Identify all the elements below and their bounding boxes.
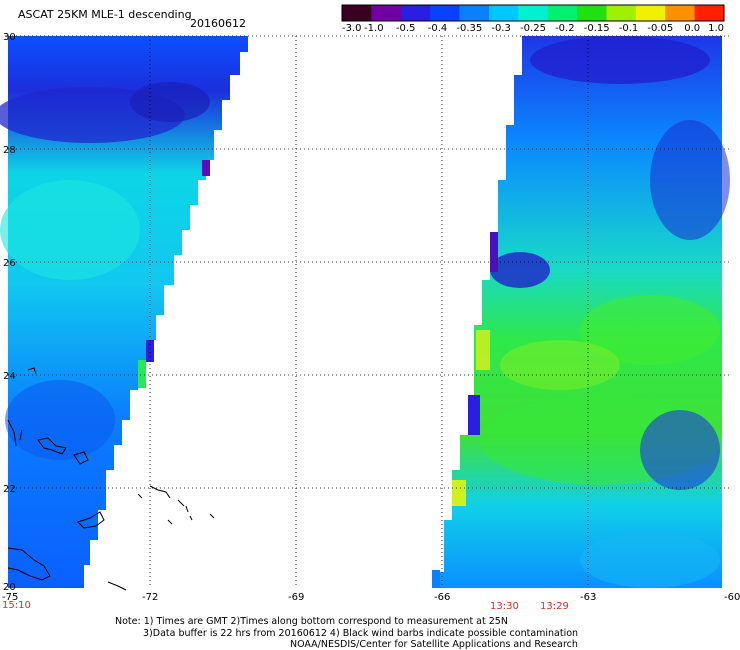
coastlines bbox=[7, 367, 215, 591]
colorbar-swatch bbox=[635, 5, 666, 21]
colorbar-label: -1.0 bbox=[364, 23, 384, 34]
note-line-3: NOAA/NESDIS/Center for Satellite Applica… bbox=[290, 639, 578, 650]
colorbar-label: -0.1 bbox=[619, 23, 639, 34]
swath-time-left: 15:10 bbox=[2, 600, 31, 611]
colorbar-label: -0.3 bbox=[491, 23, 511, 34]
right-swath bbox=[432, 36, 730, 588]
lon-tick-labels: -75 -72 -69 -66 -63 -60 bbox=[2, 592, 740, 603]
colorbar-label: -0.4 bbox=[428, 23, 448, 34]
lon-tick-label: -60 bbox=[724, 592, 740, 603]
lat-tick-label: 20 bbox=[3, 582, 16, 593]
colorbar-label: -0.2 bbox=[555, 23, 575, 34]
colorbar-label: -0.25 bbox=[520, 23, 546, 34]
lat-tick-label: 26 bbox=[3, 258, 16, 269]
swath-time-right-b: 13:29 bbox=[540, 601, 569, 612]
lon-tick-label: -75 bbox=[2, 592, 18, 603]
colorbar-swatch bbox=[400, 5, 431, 21]
colorbar-swatch bbox=[665, 5, 696, 21]
map-title: ASCAT 25KM MLE-1 descending bbox=[18, 8, 192, 21]
colorbar-label: -0.15 bbox=[584, 23, 610, 34]
colorbar: -3.0 -1.0 -0.5 -0.4 -0.35 -0.3 -0.25 -0.2 -0.15-… bbox=[341, 4, 725, 34]
colorbar-swatch bbox=[342, 5, 372, 21]
colorbar-frame bbox=[341, 4, 725, 22]
note-line-2: 3)Data buffer is 22 hrs from 20160612 4)… bbox=[143, 628, 579, 639]
lat-tick-label: 22 bbox=[3, 484, 16, 495]
lon-tick-label: -72 bbox=[142, 592, 158, 603]
lat-tick-label: 28 bbox=[3, 145, 16, 156]
colorbar-swatch bbox=[694, 5, 725, 21]
colorbar-swatch bbox=[459, 5, 490, 21]
lat-tick-label: 24 bbox=[3, 371, 16, 382]
lat-tick-label: 30 bbox=[3, 32, 16, 43]
colorbar-swatch bbox=[518, 5, 549, 21]
colorbar-label: -0.35 bbox=[456, 23, 482, 34]
lon-tick-label: -63 bbox=[580, 592, 596, 603]
colorbar-label: -0.05 bbox=[647, 23, 673, 34]
lon-tick-label: -66 bbox=[434, 592, 450, 603]
swath-time-right-a: 13:30 bbox=[490, 601, 519, 612]
left-swath bbox=[0, 36, 248, 588]
colorbar-label: 1.0 bbox=[708, 23, 724, 34]
colorbar-swatch bbox=[606, 5, 637, 21]
colorbar-swatch bbox=[577, 5, 607, 21]
colorbar-label: 0.0 bbox=[684, 23, 700, 34]
colorbar-swatch bbox=[488, 5, 519, 21]
note-line-1: Note: 1) Times are GMT 2)Times along bot… bbox=[115, 616, 508, 627]
lat-tick-labels: 30 28 26 24 22 20 bbox=[3, 32, 16, 593]
map-date: 20160612 bbox=[190, 17, 246, 30]
colorbar-swatch bbox=[430, 5, 461, 21]
colorbar-label: -3.0 bbox=[342, 23, 362, 34]
swath-times: 15:10 13:30 13:29 bbox=[2, 600, 569, 612]
lat-lon-grid bbox=[8, 35, 730, 588]
colorbar-swatch bbox=[547, 5, 578, 21]
colorbar-label: -0.5 bbox=[396, 23, 416, 34]
colorbar-swatch bbox=[371, 5, 402, 21]
lon-tick-label: -69 bbox=[288, 592, 304, 603]
